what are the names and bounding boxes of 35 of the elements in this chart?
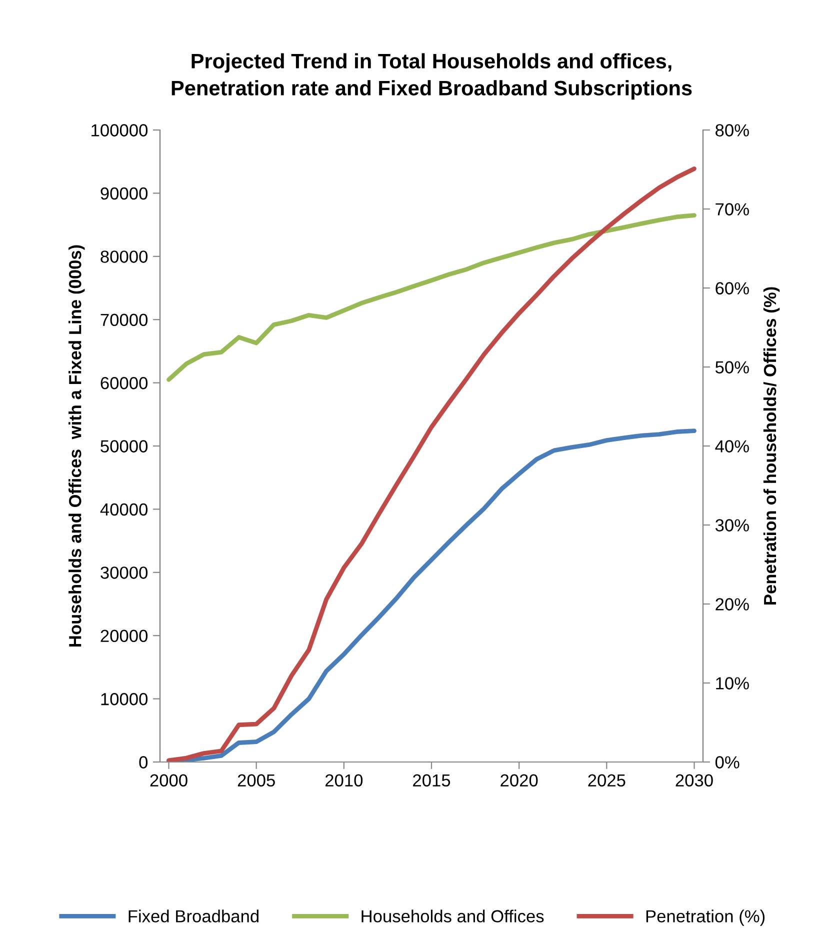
- y2-tick-label: 80%: [716, 124, 749, 136]
- chart-title: Projected Trend in Total Households and offices, Penetration rate and Fixed Broadband Subscriptions: [172, 53, 692, 100]
- y2-tick-label: 0%: [715, 756, 740, 768]
- line-series: [166, 213, 696, 382]
- y-tick-label: 20000: [100, 630, 148, 642]
- x-tick-label: 2025: [588, 774, 626, 787]
- x-tick-label: 2000: [150, 774, 188, 787]
- y-tick-label: 0: [139, 756, 148, 768]
- y2-tick-label: 40%: [715, 440, 749, 452]
- y-tick-label: 90000: [100, 187, 148, 200]
- y-tick-label: 50000: [100, 440, 148, 452]
- x-tick-label: 2030: [676, 774, 713, 787]
- y2-tick-label: 20%: [716, 598, 749, 610]
- x-tick-label: 2005: [238, 774, 275, 787]
- y2-tick-label: 50%: [716, 361, 749, 374]
- y-tick-label: 30000: [100, 566, 148, 579]
- y2-axis-title: Penetration of households/ Offices (%): [763, 287, 780, 604]
- y-tick-label: 80000: [100, 250, 148, 263]
- y-tick-label: 60000: [100, 376, 148, 390]
- y-tick-label: 40000: [100, 503, 148, 516]
- y-tick-label: 10000: [101, 692, 148, 706]
- y2-tick-label: 10%: [716, 677, 749, 690]
- x-tick-label: 2010: [325, 774, 363, 787]
- x-tick-label: 2020: [500, 774, 538, 787]
- y2-tick-label: 70%: [716, 203, 749, 216]
- legend-label: Penetration (%): [646, 910, 765, 926]
- x-tick-label: 2015: [413, 774, 450, 787]
- line-series: [166, 166, 696, 762]
- y-axis-title: Households and Offices with a Fixed Line (000s): [68, 245, 85, 646]
- y-tick-label: 100000: [92, 124, 148, 136]
- y-tick-label: 70000: [100, 314, 148, 326]
- y2-tick-label: 60%: [716, 282, 749, 294]
- legend-label: Fixed Broadband: [128, 910, 258, 922]
- legend-label: Households and Offices: [362, 910, 544, 922]
- y2-tick-label: 30%: [715, 519, 749, 532]
